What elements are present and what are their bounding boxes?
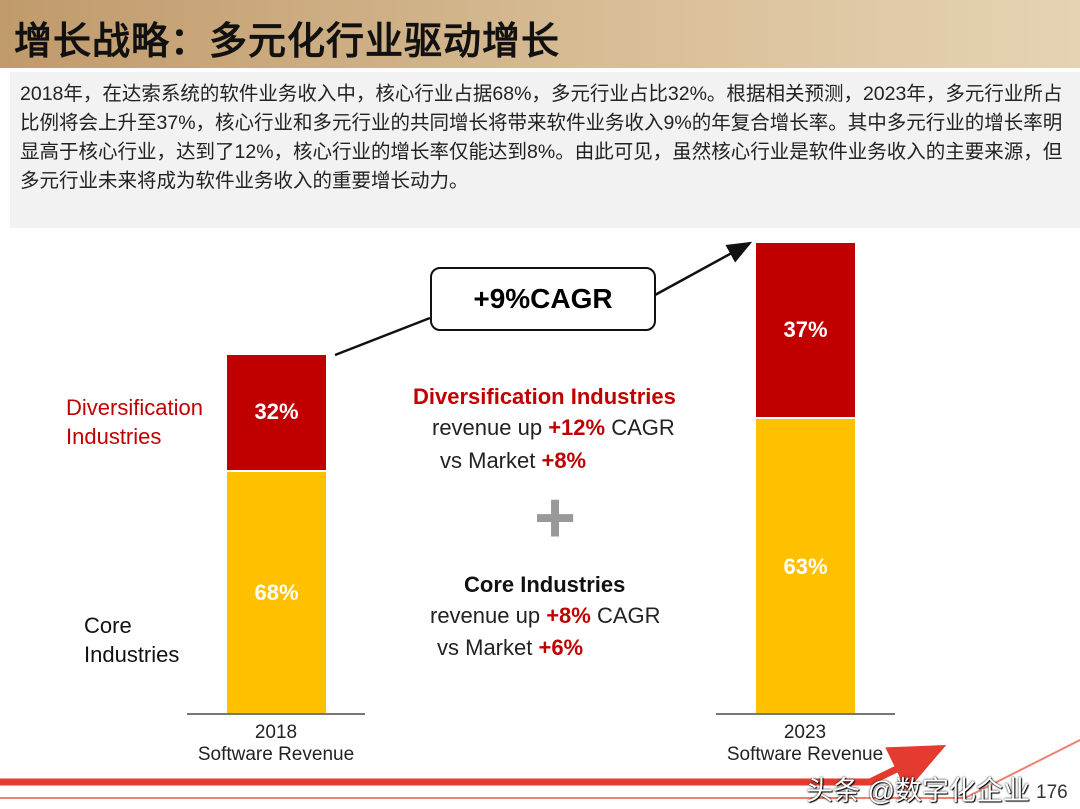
plus-sign: +: [534, 478, 577, 558]
data-label: 32%: [254, 399, 299, 425]
legend-core: Core Industries: [84, 613, 180, 667]
bar-segment-core-industries: 63%: [756, 416, 855, 713]
x-label-2018: 2018 Software Revenue: [197, 722, 355, 765]
title-bar: [0, 0, 1080, 68]
summary-text: 2018年，在达索系统的软件业务收入中，核心行业占据68%，多元行业占比32%。…: [20, 83, 1063, 192]
core-revenue: revenue up +8% CAGR: [430, 603, 661, 628]
legend-diversification: Diversification Industries: [66, 395, 203, 449]
cagr-callout: +9%CAGR: [430, 267, 656, 331]
watermark: 头条 @数字化企业: [806, 776, 1030, 806]
red-line: [0, 739, 1080, 799]
baseline-2023: [716, 713, 895, 715]
data-label: 37%: [783, 316, 828, 342]
growth-arrow-left: [334, 316, 431, 357]
div-title: Diversification Industries: [413, 384, 676, 409]
baseline-2018: [187, 713, 365, 715]
x-label-2023: 2023 Software Revenue: [726, 722, 884, 765]
page-title: 增长战略：多元化行业驱动增长: [14, 21, 561, 63]
div-market: vs Market +8%: [440, 448, 587, 473]
red-swoosh: [0, 744, 947, 792]
growth-arrow-right: [654, 241, 753, 297]
bar-segment-core-industries: 68%: [227, 469, 326, 713]
page-number: 176: [1036, 782, 1068, 803]
data-label: 68%: [254, 580, 299, 606]
bar-segment-diversification-industries: 37%: [756, 243, 855, 417]
summary-box: [10, 72, 1080, 228]
bar-2018: 68% 32%: [227, 355, 326, 713]
data-label: 63%: [783, 553, 828, 579]
bar-segment-diversification-industries: 32%: [227, 355, 326, 470]
bar-2023: 63% 37%: [756, 243, 855, 713]
div-revenue: revenue up +12% CAGR: [432, 415, 675, 440]
core-market: vs Market +6%: [437, 635, 584, 660]
core-title: Core Industries: [464, 572, 626, 597]
